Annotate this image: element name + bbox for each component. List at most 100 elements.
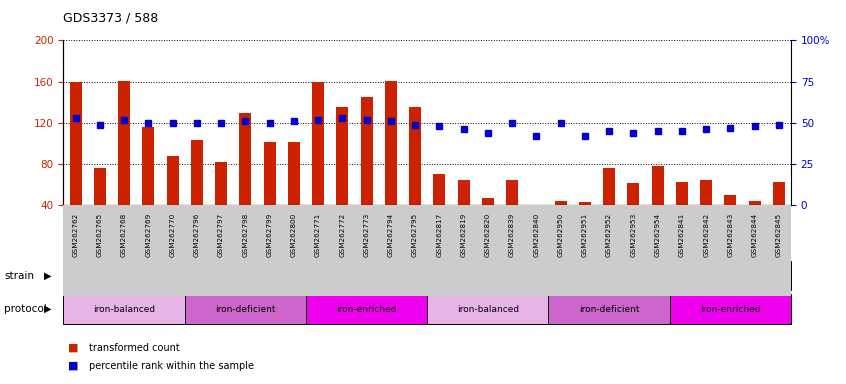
Text: GSM262817: GSM262817 (437, 213, 442, 257)
Bar (263, 142, 276, 205)
Text: GSM262951: GSM262951 (582, 213, 588, 257)
Text: GSM262839: GSM262839 (509, 213, 515, 257)
Text: iron-enriched: iron-enriched (337, 305, 397, 314)
Bar (184, 294, 306, 324)
Bar (627, 183, 640, 205)
Bar (427, 205, 452, 296)
Bar (161, 205, 184, 296)
Bar (63, 261, 427, 290)
Bar (597, 205, 621, 296)
Bar (409, 108, 421, 205)
Bar (184, 205, 209, 296)
Bar (458, 180, 470, 205)
Bar (239, 113, 251, 205)
Bar (312, 82, 324, 205)
Bar (548, 205, 573, 296)
Bar (209, 205, 233, 296)
Bar (481, 198, 494, 205)
Text: GSM262773: GSM262773 (364, 213, 370, 257)
Bar (330, 205, 354, 296)
Text: GSM262798: GSM262798 (242, 213, 249, 257)
Text: GSM262770: GSM262770 (169, 213, 176, 257)
Bar (167, 156, 179, 205)
Bar (112, 205, 136, 296)
Bar (433, 174, 445, 205)
Bar (506, 180, 518, 205)
Bar (500, 205, 525, 296)
Bar (336, 108, 349, 205)
Text: GSM262840: GSM262840 (533, 213, 540, 257)
Bar (718, 205, 743, 296)
Text: GSM262819: GSM262819 (460, 213, 467, 257)
Bar (63, 205, 88, 296)
Text: ▶: ▶ (44, 304, 52, 314)
Text: GSM262794: GSM262794 (387, 213, 394, 257)
Text: GSM262797: GSM262797 (218, 213, 224, 257)
Text: GSM262954: GSM262954 (655, 213, 661, 257)
Bar (579, 202, 591, 205)
Text: GSM262820: GSM262820 (485, 213, 491, 257)
Text: GSM262762: GSM262762 (73, 213, 79, 257)
Bar (645, 205, 670, 296)
Text: iron-deficient: iron-deficient (215, 305, 276, 314)
Text: GDS3373 / 588: GDS3373 / 588 (63, 12, 159, 25)
Bar (670, 205, 694, 296)
Bar (749, 201, 761, 205)
Bar (554, 201, 567, 205)
Bar (288, 142, 299, 205)
Bar (766, 205, 791, 296)
Text: protocol: protocol (4, 304, 47, 314)
Text: GSM262844: GSM262844 (751, 213, 758, 257)
Text: GSM262795: GSM262795 (412, 213, 418, 257)
Text: iron-balanced: iron-balanced (93, 305, 155, 314)
Text: iron-balanced: iron-balanced (457, 305, 519, 314)
Text: GSM262950: GSM262950 (558, 213, 563, 257)
Text: DBA/2: DBA/2 (593, 270, 625, 281)
Bar (475, 205, 500, 296)
Text: GSM262800: GSM262800 (291, 213, 297, 257)
Bar (700, 180, 712, 205)
Text: GSM262796: GSM262796 (194, 213, 200, 257)
Text: GSM262771: GSM262771 (315, 213, 321, 257)
Bar (525, 205, 548, 296)
Text: C57BL/6: C57BL/6 (223, 270, 267, 281)
Bar (676, 182, 688, 205)
Bar (63, 294, 184, 324)
Text: ■: ■ (68, 361, 78, 371)
Text: GSM262765: GSM262765 (96, 213, 103, 257)
Bar (651, 166, 663, 205)
Text: GSM262845: GSM262845 (776, 213, 782, 257)
Bar (743, 205, 766, 296)
Text: GSM262799: GSM262799 (266, 213, 272, 257)
Bar (306, 205, 330, 296)
Bar (88, 205, 112, 296)
Text: iron-enriched: iron-enriched (700, 305, 761, 314)
Bar (452, 205, 475, 296)
Bar (670, 294, 791, 324)
Text: GSM262841: GSM262841 (678, 213, 685, 257)
Bar (360, 97, 372, 205)
Text: GSM262842: GSM262842 (703, 213, 709, 257)
Bar (603, 168, 615, 205)
Bar (772, 182, 785, 205)
Bar (94, 168, 106, 205)
Text: iron-deficient: iron-deficient (579, 305, 640, 314)
Bar (354, 205, 379, 296)
Bar (379, 205, 403, 296)
Bar (142, 127, 154, 205)
Text: percentile rank within the sample: percentile rank within the sample (89, 361, 254, 371)
Bar (69, 82, 81, 205)
Bar (621, 205, 645, 296)
Text: ▶: ▶ (44, 270, 52, 281)
Text: GSM262772: GSM262772 (339, 213, 345, 257)
Bar (257, 205, 282, 296)
Bar (427, 261, 791, 290)
Bar (306, 294, 427, 324)
Text: GSM262953: GSM262953 (630, 213, 636, 257)
Bar (548, 294, 670, 324)
Bar (233, 205, 257, 296)
Bar (118, 81, 130, 205)
Bar (215, 162, 227, 205)
Bar (694, 205, 718, 296)
Bar (385, 81, 397, 205)
